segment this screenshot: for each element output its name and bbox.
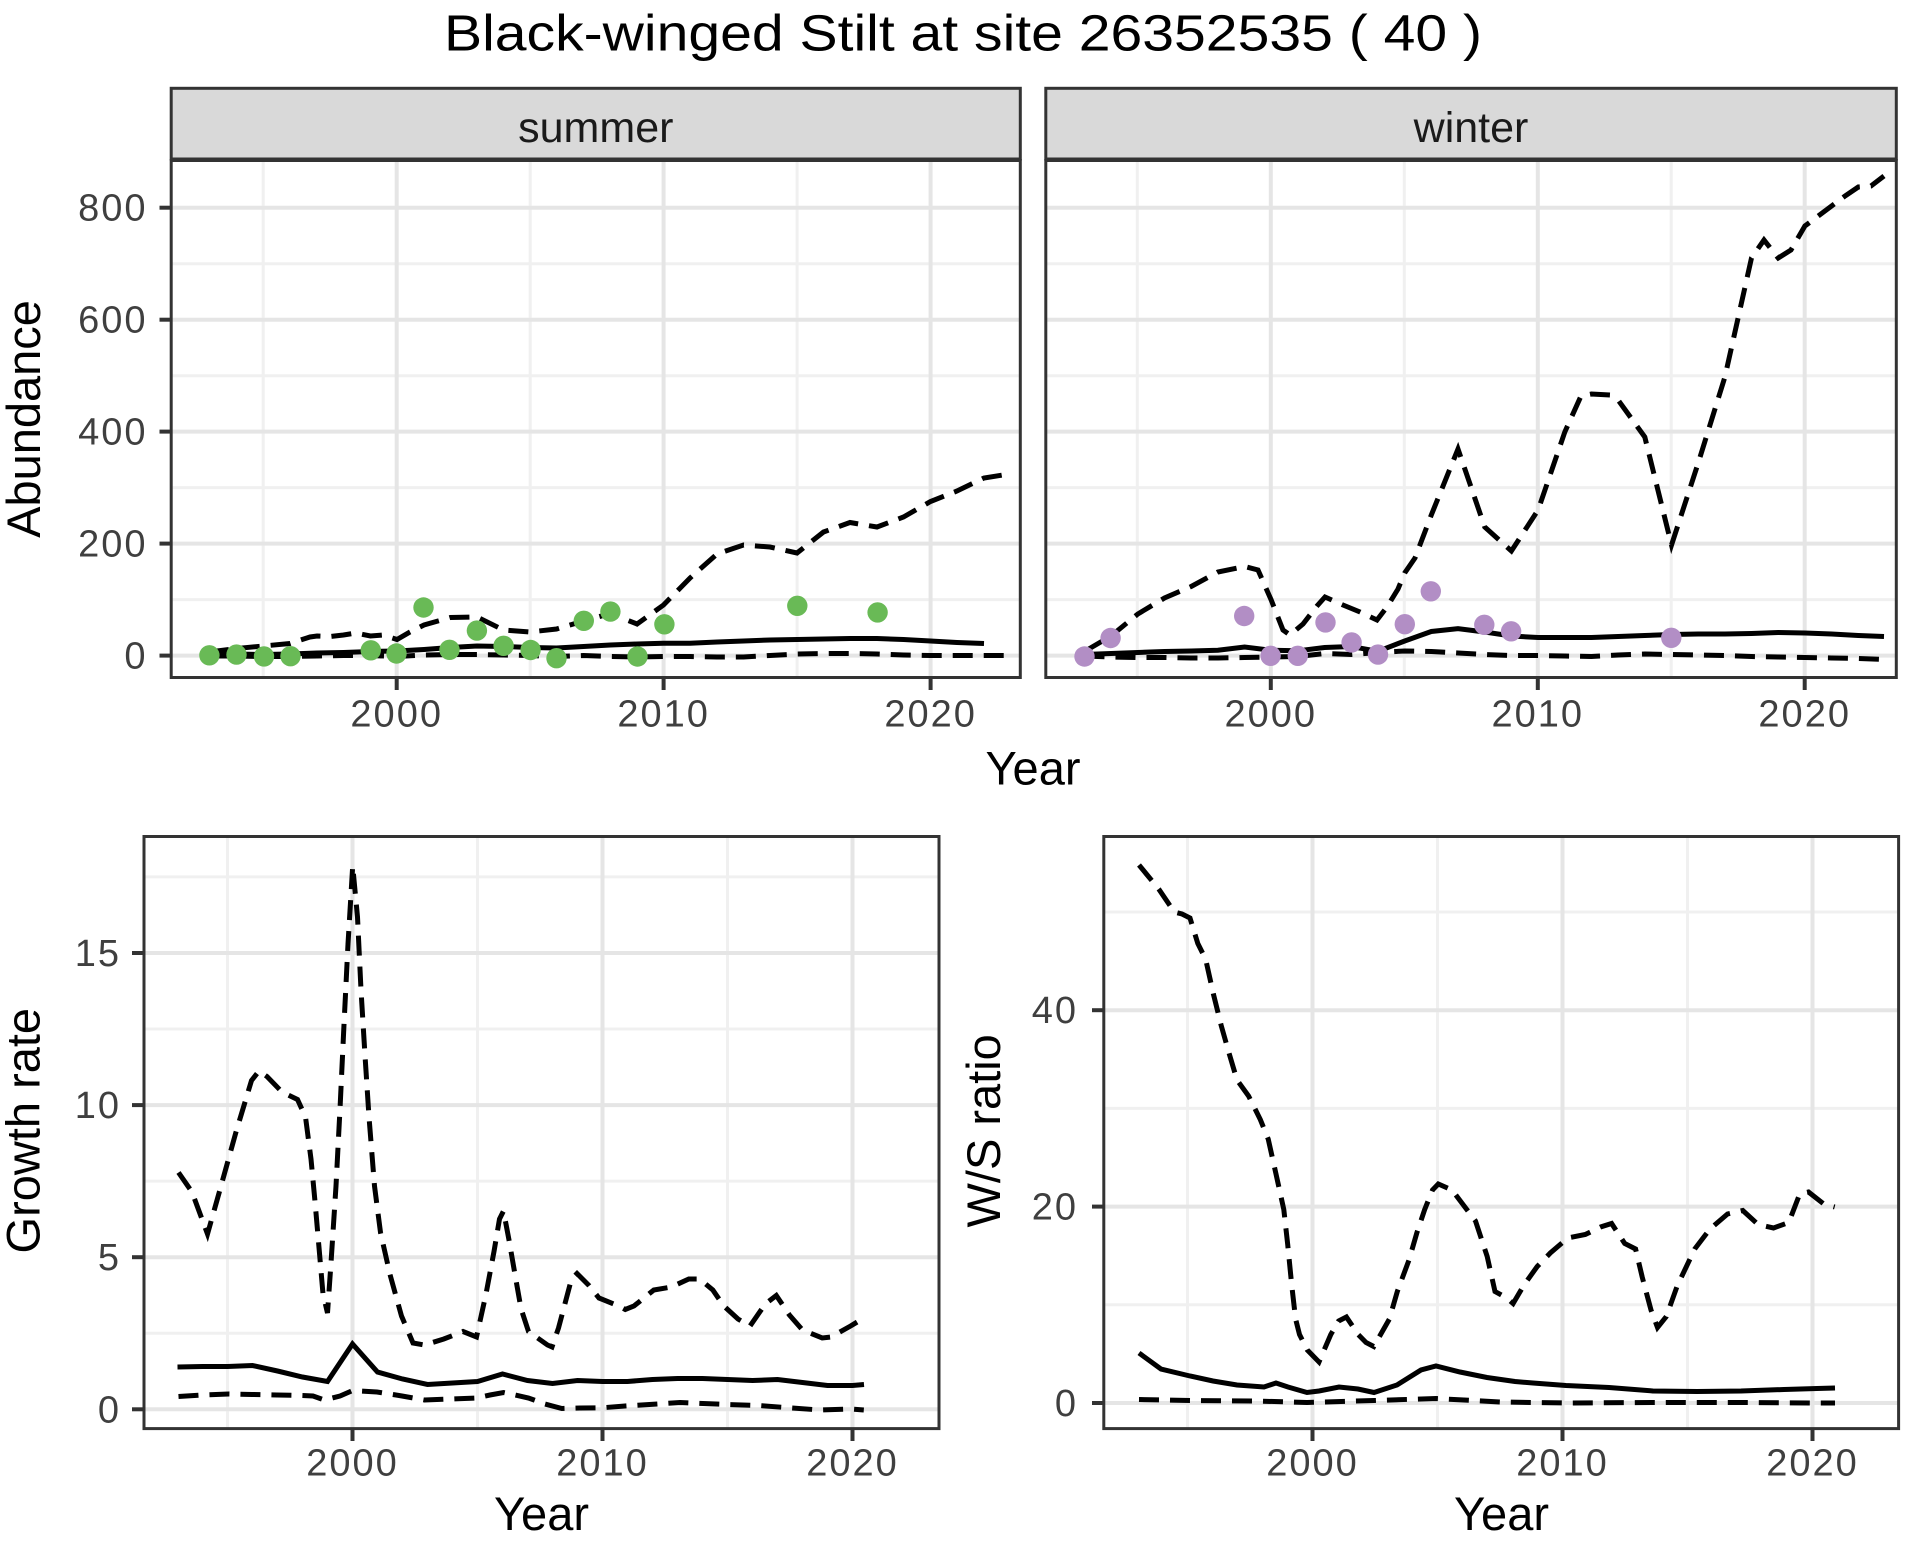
svg-text:Abundance: Abundance [0,300,50,538]
svg-text:2010: 2010 [1492,694,1585,736]
svg-text:2000: 2000 [350,694,443,736]
svg-text:Year: Year [1454,1487,1549,1540]
svg-text:2000: 2000 [1266,1442,1359,1484]
svg-text:winter: winter [1413,104,1529,152]
svg-text:2020: 2020 [1766,1442,1859,1484]
svg-text:2010: 2010 [556,1442,649,1484]
svg-text:2020: 2020 [1758,694,1851,736]
svg-text:15: 15 [75,933,121,975]
svg-text:2010: 2010 [1516,1442,1609,1484]
svg-text:5: 5 [98,1237,121,1279]
svg-text:0: 0 [124,636,147,678]
svg-text:2000: 2000 [306,1442,399,1484]
svg-text:2020: 2020 [884,694,977,736]
svg-text:W/S ratio: W/S ratio [957,1034,1010,1227]
svg-text:2010: 2010 [617,694,710,736]
svg-text:20: 20 [1032,1187,1078,1229]
svg-text:600: 600 [78,300,147,342]
svg-text:200: 200 [78,524,147,566]
svg-text:10: 10 [75,1085,121,1127]
svg-text:Growth rate: Growth rate [0,1008,49,1254]
svg-text:2020: 2020 [806,1442,899,1484]
svg-text:800: 800 [78,188,147,230]
svg-text:400: 400 [78,412,147,454]
svg-text:40: 40 [1032,990,1078,1032]
svg-text:summer: summer [518,104,673,152]
svg-text:Year: Year [494,1487,589,1540]
svg-text:Year: Year [986,742,1081,795]
svg-text:0: 0 [1055,1383,1078,1425]
svg-text:0: 0 [98,1389,121,1431]
svg-text:Black-winged Stilt at site 263: Black-winged Stilt at site 26352535 ( 40… [444,5,1482,62]
svg-text:2000: 2000 [1225,694,1318,736]
